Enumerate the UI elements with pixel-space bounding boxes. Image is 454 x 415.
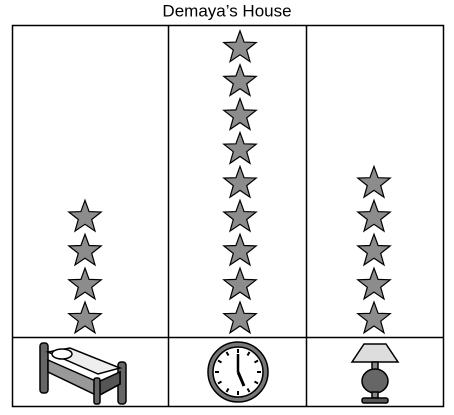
star [356,232,392,267]
star [67,232,103,267]
star-column [356,164,392,335]
star [222,198,258,233]
frame [11,24,445,408]
star [356,266,392,301]
star [222,300,258,335]
star [67,300,103,335]
star [356,198,392,233]
star [222,130,258,165]
star [356,300,392,335]
star [222,29,258,64]
star-column [67,198,103,335]
bed-icon [39,342,127,405]
chart-title: Demaya’s House [162,1,291,20]
star-column [222,29,258,335]
star [222,266,258,301]
star [222,232,258,267]
lamp-icon [350,343,400,404]
star [222,96,258,131]
star [222,62,258,97]
star [356,164,392,199]
star [67,198,103,233]
star [67,266,103,301]
star [222,164,258,199]
clock-icon [207,341,269,403]
